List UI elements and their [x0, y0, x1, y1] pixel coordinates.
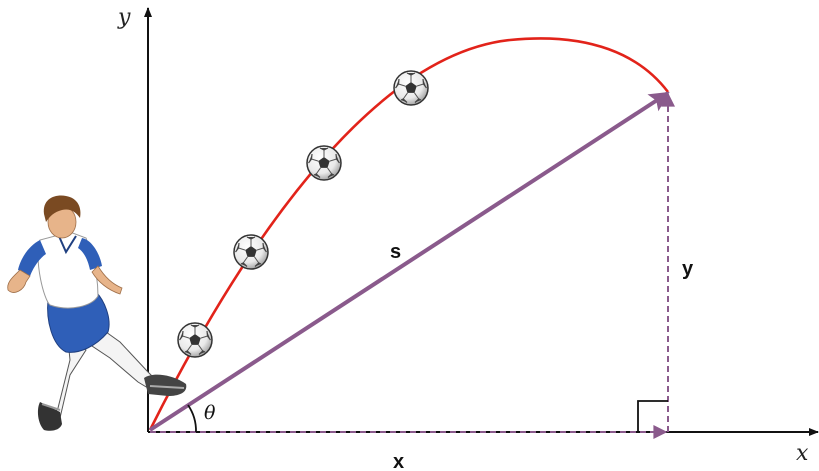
soccer-ball-icon [233, 234, 269, 270]
displacement-label: s [390, 241, 401, 263]
angle-theta-label: θ [204, 402, 216, 424]
y-component-label: y [682, 258, 694, 280]
x-axis-label: x [796, 441, 809, 466]
soccer-player-kicking-icon [7, 195, 187, 431]
soccer-ball-icon [393, 70, 429, 106]
trajectory-curve [148, 37, 670, 431]
y-axis-label: y [117, 5, 131, 30]
x-component-label: x [393, 451, 404, 471]
angle-arc [187, 404, 197, 433]
right-angle-marker [637, 400, 668, 432]
displacement-vector-s [148, 91, 670, 432]
soccer-ball-icon [177, 322, 213, 358]
soccer-ball-icon [306, 145, 342, 181]
